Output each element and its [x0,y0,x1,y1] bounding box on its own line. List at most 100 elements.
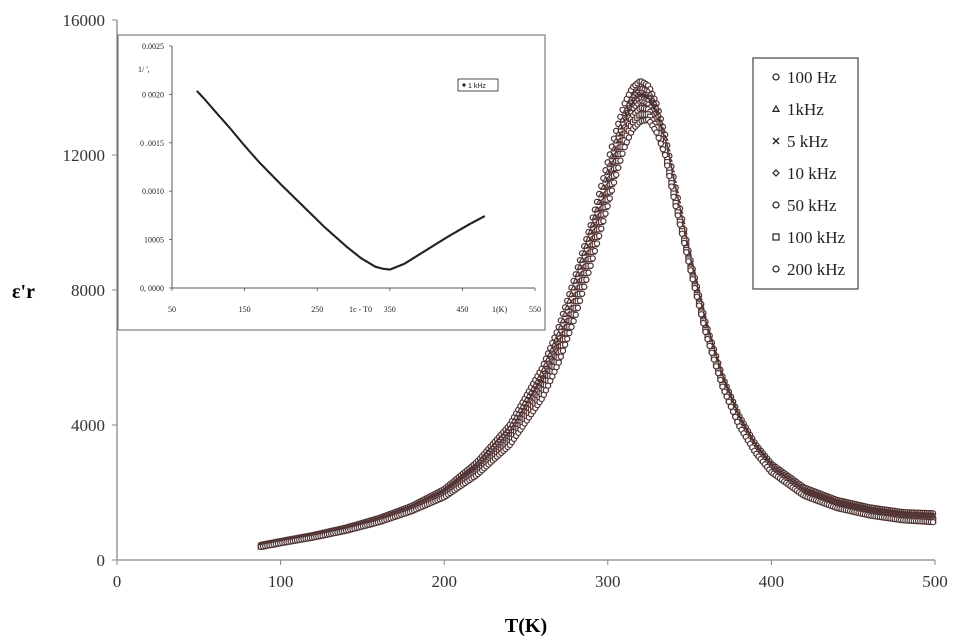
data-point [712,363,720,370]
data-point [576,297,584,304]
data-point [659,146,667,153]
data-point [732,413,739,421]
inset-y-tick-label: 0 0020 [142,90,164,99]
data-point [661,151,669,159]
data-point [721,388,728,395]
data-point [693,293,701,300]
x-tick-label: 200 [431,572,457,591]
data-point [708,349,716,356]
inset-ticks: 50 150 250 350 450 550 0, 0000 10005 0.0010 0 .00… [140,42,541,314]
data-point [689,276,696,283]
legend-marker [772,169,780,177]
data-point [719,383,726,390]
data-point [717,376,724,384]
data-point [564,335,571,343]
legend-label: 100 Hz [787,68,837,87]
data-point [666,172,673,180]
legend-label: 50 kHz [787,196,837,215]
inset-y-tick-label: 0 .0015 [140,139,164,148]
y-tick-label: 12000 [63,146,106,165]
legend-marker [771,104,781,113]
legend: 100 Hz 1kHz 5 kHz 10 kHz 50 kHz 100 kHz 200 kH… [752,57,859,290]
data-point [704,335,711,343]
legend-marker [772,73,780,81]
data-point [583,276,590,283]
data-point [723,393,730,400]
data-point [566,329,573,337]
y-tick-label: 16000 [63,11,106,30]
legend-label: 100 kHz [787,228,846,247]
y-tick-label: 8000 [71,281,105,300]
inset-x-label-tc: 1c - T0 [349,305,372,314]
legend-label: 10 kHz [787,164,837,183]
data-point [606,195,613,202]
x-tick-label: 300 [595,572,621,591]
inset-x-tick-label: 50 [168,305,176,314]
data-point [683,248,690,256]
legend-marker [772,265,780,273]
legend-label: 200 kHz [787,260,846,279]
inset-data-points [196,90,486,271]
data-point [663,162,671,169]
data-point [929,518,937,526]
data-point [600,217,607,225]
data-point [725,398,733,405]
data-point [585,269,592,276]
inset-y-tick-label: 0, 0000 [140,284,164,293]
data-point [706,342,713,350]
data-point [595,232,603,240]
y-tick-label: 0 [97,551,106,570]
inset-x-tick-label: 450 [456,305,468,314]
data-point [572,311,579,319]
data-point [604,202,611,210]
inset-legend-box [457,78,499,92]
x-tick-label: 500 [922,572,948,591]
data-point [619,150,626,157]
legend-label: 5 kHz [787,132,829,151]
data-point [612,171,620,178]
inset-x-tick-label: 350 [384,305,396,314]
x-tick-label: 100 [268,572,294,591]
main-data-points [257,78,937,551]
inset-y-label: 1/ ', [138,65,150,74]
main-ticks: 0 100 200 300 400 500 0 4000 8000 12000 16000 [63,11,948,591]
data-point [587,262,594,269]
data-point [627,95,635,102]
data-point [729,408,737,416]
data-point [700,319,707,327]
data-point [668,183,675,190]
data-point [644,86,652,94]
legend-box [752,57,859,290]
data-point [681,239,688,247]
data-point [559,347,567,354]
inset-legend: 1 kHz [457,78,499,92]
legend-marker [772,137,780,145]
x-axis-title: T(K) [505,615,547,637]
inset-chart: 50 150 250 350 450 550 0, 0000 10005 0.0010 0 .00… [117,34,546,331]
x-tick-label: 0 [113,572,122,591]
legend-marker [772,233,780,241]
inset-legend-label: 1 kHz [468,83,486,90]
inset-data-point [482,215,486,218]
inset-legend-marker [462,83,466,87]
data-point [653,129,660,136]
legend-label: 1kHz [787,100,824,119]
data-point [687,267,694,274]
data-point [670,193,677,201]
y-tick-label: 4000 [71,416,105,435]
inset-x-tick-label: 150 [239,305,251,314]
inset-y-tick-label: 0.0010 [142,187,164,196]
data-point [608,187,616,194]
x-tick-label: 400 [759,572,785,591]
data-point [555,359,562,366]
y-axis-title: ε'r [12,281,35,303]
inset-x-tick-label: 250 [311,305,323,314]
inset-x-tick-label: 550 [529,305,541,314]
series-200-khz [257,116,937,551]
data-point [674,212,682,219]
data-point [593,240,601,247]
legend-marker [772,201,780,209]
data-point [615,164,622,171]
data-point [589,255,596,262]
